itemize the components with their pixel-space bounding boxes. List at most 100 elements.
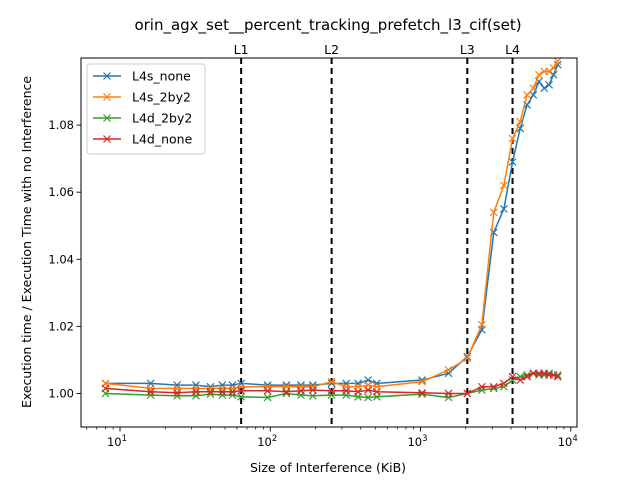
data-point-L4d_none [354, 387, 362, 396]
data-point-L4d_none [218, 387, 227, 396]
data-point-L4d_2by2 [218, 391, 227, 400]
data-point-L4s_2by2 [523, 90, 532, 99]
vline-label-l1: L1 [234, 42, 249, 57]
data-point-L4s_none [218, 381, 227, 389]
data-point-L4s_2by2 [146, 384, 155, 393]
data-point-L4d_2by2 [263, 393, 272, 402]
data-point-L4s_none [499, 205, 508, 213]
data-point-L4d_none [477, 382, 486, 391]
data-point-L4s_none [529, 90, 538, 99]
data-point-L4d_none [499, 379, 508, 388]
y-tick-label: 1.06 [48, 185, 74, 199]
data-point-L4d_2by2 [308, 391, 317, 400]
plot-area-frame [80, 57, 578, 428]
data-point-L4d_none [372, 387, 381, 396]
data-point-L4d_2by2 [364, 393, 373, 402]
x-tick-label-base: 10 [257, 435, 272, 449]
legend-label: L4d_none [132, 132, 193, 147]
data-point-L4s_2by2 [477, 320, 486, 329]
data-point-L4d_none [529, 369, 538, 378]
data-point-L4d_none [342, 386, 351, 395]
vline-label-l4: L4 [505, 42, 520, 57]
data-point-L4s_none [540, 84, 549, 93]
data-point-L4d_none [508, 372, 517, 381]
data-point-L4s_2by2 [206, 384, 215, 393]
data-point-L4s_2by2 [508, 134, 517, 143]
legend-entry-L4s_2by2: L4s_2by2 [93, 90, 191, 105]
data-point-L4s_none [237, 379, 246, 388]
data-point-L4d_none [553, 372, 562, 381]
y-axis-ticks: 1.00 1.02 1.04 1.06 1.08 [48, 118, 81, 400]
legend-swatch-marker [103, 72, 111, 80]
data-point-L4d_none [489, 382, 498, 391]
legend-entry-L4d_none: L4d_none [93, 132, 193, 147]
data-point-L4d_none [191, 387, 200, 396]
y-tick-label: 1.04 [48, 252, 74, 266]
data-point-L4d_none [308, 386, 317, 395]
data-point-L4s_none [545, 80, 553, 89]
data-point-L4s_2by2 [545, 67, 553, 76]
data-point-L4d_none [282, 387, 291, 396]
data-point-L4s_2by2 [549, 64, 558, 72]
series-L4s_2by2 [101, 57, 562, 393]
data-point-L4d_2by2 [173, 391, 182, 400]
vline-label-l2: L2 [324, 42, 339, 57]
legend: L4s_none L4s_2by2 L4d_2by2 L4d_none [86, 63, 206, 155]
data-point-L4d_none [540, 369, 549, 378]
data-point-L4d_none [327, 386, 336, 395]
x-tick-label: 101 [107, 434, 127, 449]
legend-swatch-marker [103, 93, 111, 101]
data-point-L4d_none [101, 384, 110, 393]
data-point-L4s_2by2 [308, 382, 317, 391]
legend-entry-L4s_none: L4s_none [93, 69, 191, 84]
data-point-L4s_2by2 [535, 70, 543, 79]
x-tick-label: 104 [558, 434, 578, 449]
legend-label: L4d_2by2 [132, 111, 192, 126]
x-tick-label-exponent: 1 [122, 434, 127, 444]
x-axis-label: Size of Interference (KiB) [250, 460, 406, 475]
data-point-L4d_none [463, 389, 472, 398]
data-point-L4d_none [364, 386, 373, 395]
data-point-L4s_none [549, 70, 558, 79]
x-tick-label-exponent: 3 [422, 434, 427, 444]
data-point-L4s_none [327, 379, 336, 388]
data-point-L4d_none [549, 371, 558, 379]
data-point-L4s_2by2 [218, 384, 227, 393]
data-point-L4d_none [516, 376, 525, 384]
x-axis-ticks: 101 102 103 104 [86, 427, 578, 449]
data-point-L4s_none [191, 381, 200, 389]
data-point-L4s_2by2 [444, 366, 453, 374]
data-point-L4s_2by2 [418, 377, 426, 386]
data-point-L4s_2by2 [191, 384, 200, 393]
data-point-L4d_none [418, 388, 426, 397]
data-point-L4s_none [553, 60, 562, 69]
data-point-L4d_none [523, 372, 532, 381]
y-tick-label: 1.02 [48, 319, 74, 333]
y-tick-label: 1.00 [48, 386, 74, 400]
data-point-L4d_none [173, 388, 182, 397]
data-point-L4s_2by2 [489, 208, 498, 217]
legend-frame [86, 63, 206, 155]
chart-title: orin_agx_set__percent_tracking_prefetch_… [134, 16, 521, 35]
x-tick-label-base: 10 [407, 435, 422, 449]
data-point-L4d_2by2 [418, 390, 426, 399]
data-point-L4d_none [297, 386, 305, 395]
x-tick-label-exponent: 4 [572, 434, 577, 444]
data-point-L4d_2by2 [146, 391, 155, 400]
legend-swatch-marker [103, 135, 111, 143]
data-point-L4d_none [228, 387, 237, 396]
x-tick-label-base: 10 [107, 435, 122, 449]
data-point-L4d_none [444, 389, 453, 398]
reference-lines: L1 L2 L3 L4 [234, 42, 520, 427]
data-point-L4s_2by2 [327, 377, 336, 386]
data-point-L4s_none [508, 158, 517, 166]
legend-label: L4s_none [132, 69, 191, 84]
series-layer [101, 57, 562, 402]
data-point-L4s_2by2 [499, 181, 508, 190]
series-L4d_none [101, 369, 562, 398]
data-point-L4s_2by2 [516, 117, 525, 126]
data-point-L4d_none [206, 387, 215, 396]
y-axis-label: Execution time / Execution Time with no … [19, 76, 34, 408]
x-tick-label: 103 [407, 434, 427, 449]
